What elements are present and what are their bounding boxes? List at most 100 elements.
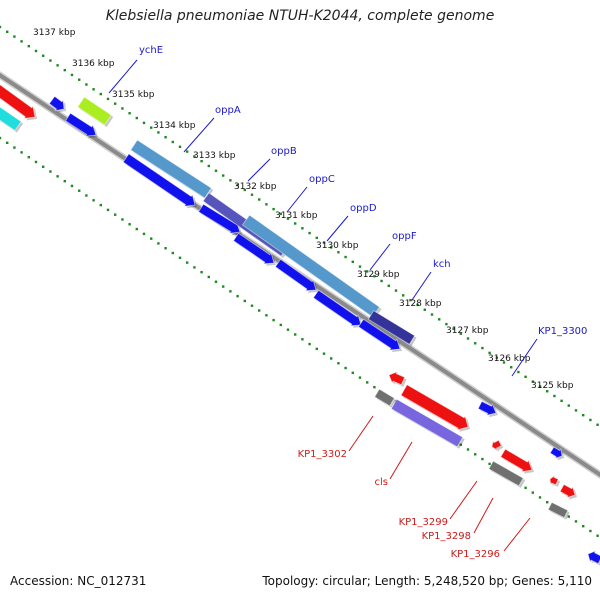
inner-tick [330,357,333,360]
inner-tick [589,529,592,533]
feature-body [312,289,362,327]
inner-tick [250,304,254,307]
gene-feature [559,483,577,500]
feature-body [549,446,563,460]
gene-labels: ychE oppA oppB oppC oppD oppF kch KP1_3300 KP1_3… [108,45,587,560]
features [0,84,600,566]
outer-tick [423,308,426,311]
inner-tick [27,155,30,159]
outer-tick [438,318,441,321]
gene-feature [549,446,564,461]
outer-tick [229,179,232,182]
scale-labels: 3137 kbp 3136 kbp 3135 kbp 3134 kbp 3133 kbp… [33,28,574,391]
outer-tick [560,399,563,403]
gene-feature [77,96,114,127]
outer-tick [574,409,578,412]
outer-tick [567,404,570,407]
outer-tick [42,54,45,57]
feature-body [559,483,576,499]
gene-feature [367,310,417,347]
gene-label-forward: oppC [309,174,335,185]
outer-tick [56,64,59,67]
inner-tick [114,213,117,216]
inner-tick [351,371,354,375]
inner-tick [366,381,369,384]
scale-label: 3135 kbp [112,90,155,100]
outer-tick [150,126,153,129]
scale-label: 3132 kbp [234,182,277,192]
feature-body [374,388,395,407]
outer-tick [474,342,477,345]
gene-feature [357,318,402,352]
outer-tick [214,169,218,172]
inner-tick [279,323,282,327]
inner-tick [322,352,326,355]
gene-feature [549,474,561,487]
feature-body [122,153,196,207]
scale-label: 3126 kbp [488,354,531,364]
inner-tick [488,462,491,466]
inner-tick [6,141,9,144]
inner-tick [99,203,102,207]
inner-tick [128,223,131,226]
inner-tick [200,270,203,274]
outer-tick [301,227,304,230]
gene-label-reverse: KP1_3302 [298,449,347,460]
gene-feature [241,214,382,319]
gene-feature [65,112,98,139]
gene-feature [274,258,318,293]
outer-tick [207,164,210,168]
outer-tick [582,413,585,417]
gene-feature [477,400,498,418]
outer-tick [193,155,196,158]
outer-tick [85,83,88,86]
inner-tick [481,457,484,461]
inner-tick [70,184,74,188]
inner-tick [42,165,45,168]
inner-tick [459,443,462,446]
outer-tick [358,265,362,268]
outer-tick [459,332,462,335]
outer-tick [322,241,326,244]
gene-feature [232,232,276,266]
outer-tick [243,188,246,192]
outer-tick [236,183,239,187]
outer-tick [286,217,290,220]
inner-tick [222,285,225,288]
outer-tick [106,97,110,101]
label-leader-line [511,338,538,377]
inner-tick [157,242,160,245]
inner-tick [258,309,261,312]
inner-tick [337,362,340,365]
inner-tick [301,338,304,341]
outer-tick [394,289,398,292]
outer-tick [178,145,182,149]
feature-body [198,203,241,234]
inner-tick [243,299,246,303]
outer-tick [344,255,347,259]
outer-tick [373,275,376,278]
gene-label-forward: KP1_3300 [538,326,587,337]
gene-feature [388,371,407,387]
feature-body [357,318,401,351]
outer-tick [186,150,189,153]
gene-label-forward: oppA [215,105,241,116]
outer-tick [20,40,23,43]
gene-label-forward: ychE [139,45,163,56]
feature-body [77,96,112,126]
inner-tick [466,448,470,451]
label-leader-line [449,480,478,520]
inner-tick [272,318,275,322]
map-title: Klebsiella pneumoniae NTUH-K2044, comple… [105,8,495,24]
inner-tick [265,314,268,317]
inner-tick [315,347,318,351]
inner-tick [78,189,81,192]
gene-feature [122,153,197,209]
outer-tick [445,322,448,326]
feature-body [65,112,97,137]
outer-tick [49,59,52,62]
outer-tick [380,279,383,283]
gene-feature [547,501,570,520]
outer-tick [250,193,254,196]
